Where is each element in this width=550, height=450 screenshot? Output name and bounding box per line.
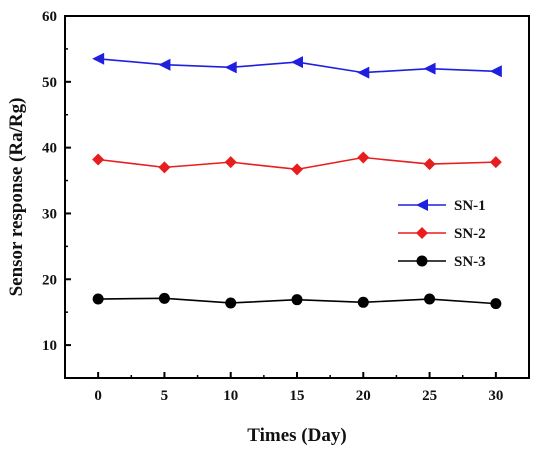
- x-tick-label: 25: [422, 388, 437, 404]
- data-point-marker: [490, 298, 502, 310]
- data-point-marker: [291, 163, 303, 176]
- y-tick-label: 40: [42, 141, 57, 157]
- data-point-marker: [224, 156, 237, 169]
- y-tick-label: 60: [42, 9, 57, 25]
- data-point-marker: [424, 293, 436, 305]
- data-point-marker: [291, 56, 303, 69]
- y-tick-label: 50: [42, 75, 57, 91]
- series-sn-2: [92, 151, 502, 176]
- data-point-marker: [225, 297, 237, 309]
- x-tick-label: 5: [161, 388, 169, 404]
- data-point-marker: [224, 61, 237, 74]
- data-point-marker: [357, 151, 370, 164]
- data-point-marker: [92, 52, 105, 65]
- series-sn-3: [92, 292, 502, 310]
- data-point-marker: [489, 156, 502, 169]
- data-point-marker: [423, 62, 436, 75]
- x-axis: 0 5 10 15 20 25 30: [94, 372, 503, 404]
- series-sn-1: [92, 52, 502, 79]
- series-layer: [92, 52, 502, 310]
- data-point-marker: [416, 227, 428, 239]
- y-tick-label: 10: [42, 338, 57, 354]
- x-tick-label: 15: [290, 388, 305, 404]
- data-point-marker: [489, 65, 502, 78]
- x-tick-label: 10: [223, 388, 238, 404]
- data-point-marker: [158, 58, 171, 71]
- y-axis: 10 20 30 40 50 60: [42, 9, 71, 354]
- y-axis-title: Sensor response (Ra/Rg): [6, 98, 27, 297]
- data-point-marker: [423, 158, 436, 171]
- y-tick-label: 30: [42, 206, 57, 222]
- legend-label: SN-1: [454, 198, 486, 214]
- data-point-marker: [158, 292, 170, 304]
- y-tick-label: 20: [42, 272, 57, 288]
- data-point-marker: [92, 153, 105, 166]
- data-point-marker: [357, 66, 370, 79]
- legend: SN-1 SN-2 SN-3: [398, 198, 486, 270]
- x-tick-label: 0: [94, 388, 102, 404]
- data-point-marker: [291, 294, 303, 306]
- data-point-marker: [416, 255, 428, 267]
- x-tick-label: 20: [356, 388, 371, 404]
- legend-label: SN-3: [454, 254, 486, 270]
- x-tick-label: 30: [488, 388, 503, 404]
- data-point-marker: [357, 296, 369, 308]
- data-point-marker: [416, 199, 428, 211]
- data-point-marker: [158, 161, 171, 174]
- legend-label: SN-2: [454, 226, 486, 242]
- data-point-marker: [92, 293, 104, 305]
- x-axis-title: Times (Day): [247, 425, 346, 446]
